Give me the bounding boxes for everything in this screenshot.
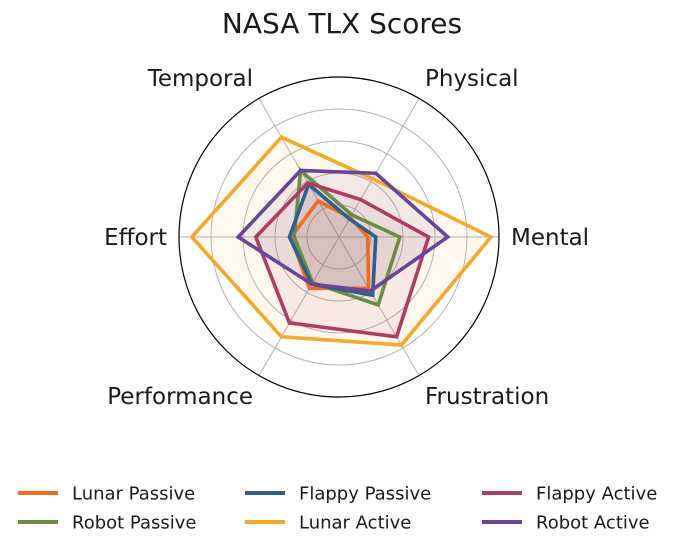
legend-label: Flappy Active: [536, 484, 657, 505]
axis-label: Performance: [107, 384, 253, 410]
grid-spoke: [258, 98, 340, 238]
axis-label: Mental: [511, 225, 589, 251]
series-fill: [291, 200, 369, 289]
chart-title: NASA TLX Scores: [222, 7, 462, 40]
axis-label: Temporal: [147, 66, 253, 92]
series-line: [235, 168, 451, 293]
legend-label: Robot Passive: [72, 513, 197, 534]
series-fills: [191, 137, 492, 346]
axis-label: Effort: [104, 225, 167, 251]
legend-label: Lunar Passive: [72, 484, 195, 505]
outer-ring: [178, 76, 500, 398]
grid-spoke: [258, 236, 340, 376]
series-fill: [191, 137, 492, 346]
axis-label: Frustration: [425, 384, 549, 410]
legend-label: Lunar Active: [299, 513, 411, 534]
series-line: [292, 166, 402, 308]
series-fill: [255, 182, 429, 337]
legend-label: Flappy Passive: [299, 484, 431, 505]
series-line: [253, 180, 431, 339]
series-line: [287, 181, 378, 298]
series-line: [189, 135, 494, 347]
legend-label: Robot Active: [536, 513, 650, 534]
axis-labels: Mental Physical Temporal Effort Performance F…: [104, 66, 589, 410]
axis-label: Physical: [425, 66, 519, 92]
series-lines: [189, 135, 494, 347]
legend: Lunar Passive Robot Passive Flappy Passive…: [18, 484, 657, 534]
